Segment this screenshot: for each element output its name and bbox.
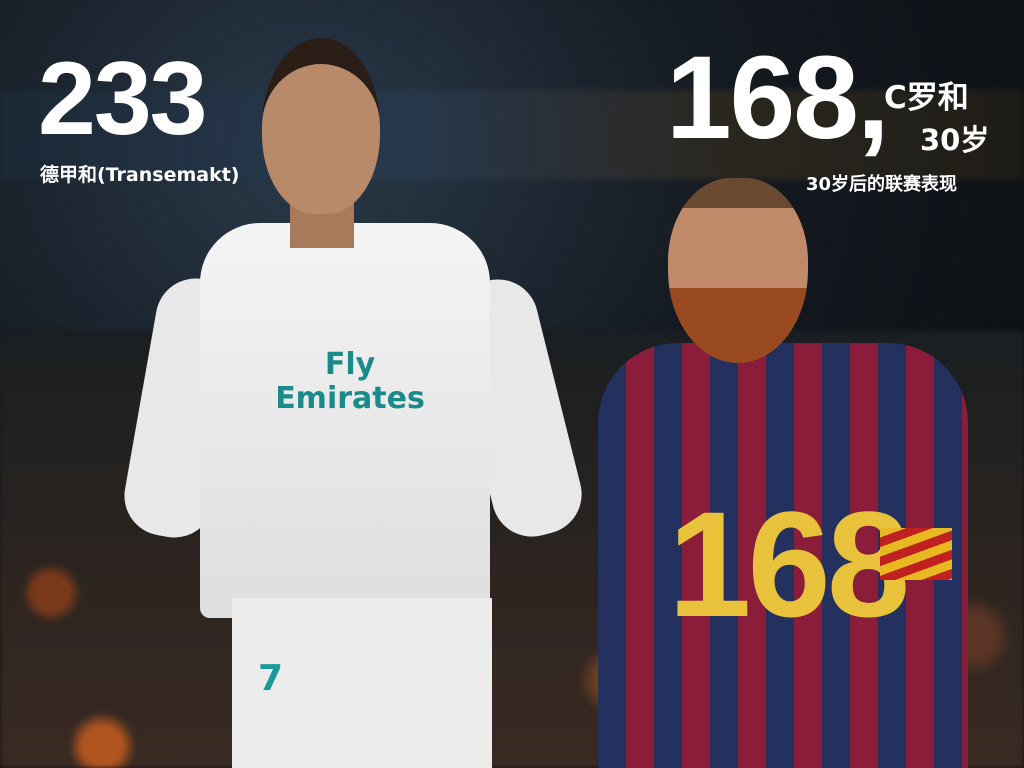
jersey-number: 168 [668,480,910,648]
white-shorts [232,598,492,768]
head [668,178,808,363]
player-ronaldo: Fly Emirates 7 [118,38,591,768]
stadium-banner-background [0,90,1024,180]
right-stat-label-line1: C罗和 [884,80,969,116]
right-stat-number: 168, [666,32,890,164]
captain-armband [880,528,952,580]
player-messi: 168 [588,178,988,768]
left-stat-number: 233 [38,41,208,157]
shorts-number: 7 [258,658,284,699]
right-stat-label-line2: 30岁 [920,123,990,157]
jersey-sponsor: Fly Emirates [275,347,425,416]
left-stat-caption: 德甲和(Transemakt) [40,164,240,186]
right-stat-caption: 30岁后的联赛表现 [806,174,958,195]
white-jersey [200,223,490,618]
head [262,38,380,214]
